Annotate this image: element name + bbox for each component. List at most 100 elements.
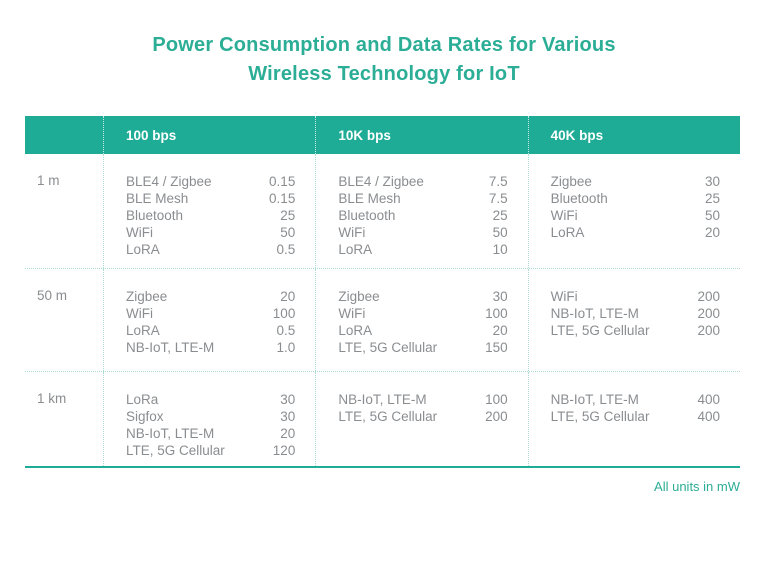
tech-value: 30 bbox=[704, 174, 720, 189]
tech-entry: LoRA 20 bbox=[551, 224, 720, 241]
tech-name: Bluetooth bbox=[126, 208, 184, 223]
tech-value: 100 bbox=[485, 392, 508, 407]
cell-1km-40kbps: NB-IoT, LTE-M 400 LTE, 5G Cellular 400 bbox=[527, 372, 740, 466]
cell-1m-40kbps: Zigbee 30 Bluetooth 25 WiFi 50 LoRA 20 bbox=[527, 154, 740, 268]
tech-value: 50 bbox=[704, 208, 720, 223]
tech-name: Zigbee bbox=[338, 289, 380, 304]
page-title: Power Consumption and Data Rates for Var… bbox=[0, 31, 768, 89]
tech-name: BLE4 / Zigbee bbox=[126, 174, 212, 189]
table-header-row: 100 bps 10K bps 40K bps bbox=[25, 116, 740, 154]
column-header-100bps: 100 bps bbox=[103, 116, 315, 154]
tech-value: 1.0 bbox=[276, 340, 296, 355]
tech-entry: LoRA 0.5 bbox=[126, 241, 295, 258]
tech-value: 20 bbox=[280, 426, 296, 441]
tech-name: LTE, 5G Cellular bbox=[550, 409, 650, 424]
table-row-1m: 1 m BLE4 / Zigbee 0.15 BLE Mesh 0.15 Bluet… bbox=[25, 154, 740, 269]
tech-entry: WiFi 50 bbox=[126, 224, 295, 241]
tech-entry: BLE Mesh 7.5 bbox=[338, 190, 507, 207]
tech-value: 25 bbox=[704, 191, 720, 206]
tech-value: 30 bbox=[280, 392, 296, 407]
tech-name: LoRA bbox=[338, 242, 373, 257]
tech-entry: LTE, 5G Cellular 400 bbox=[551, 408, 720, 425]
infographic-page: Power Consumption and Data Rates for Var… bbox=[0, 31, 768, 574]
tech-entry: BLE4 / Zigbee 7.5 bbox=[338, 173, 507, 190]
page-title-line1: Power Consumption and Data Rates for Var… bbox=[152, 34, 616, 56]
tech-name: LoRA bbox=[338, 323, 373, 338]
tech-entry: LTE, 5G Cellular 200 bbox=[338, 408, 507, 425]
tech-entry: BLE4 / Zigbee 0.15 bbox=[126, 173, 295, 190]
tech-name: NB-IoT, LTE-M bbox=[338, 392, 427, 407]
tech-entry: WiFi 100 bbox=[338, 305, 507, 322]
tech-name: NB-IoT, LTE-M bbox=[126, 340, 215, 355]
tech-value: 100 bbox=[272, 306, 296, 321]
tech-entry: LTE, 5G Cellular 200 bbox=[551, 322, 720, 339]
tech-entry: NB-IoT, LTE-M 100 bbox=[338, 391, 507, 408]
tech-value: 150 bbox=[485, 340, 508, 355]
tech-value: 50 bbox=[492, 225, 508, 240]
tech-entry: LoRA 0.5 bbox=[126, 322, 295, 339]
tech-name: WiFi bbox=[550, 289, 578, 304]
tech-entry: Bluetooth 25 bbox=[551, 190, 720, 207]
cell-1m-100bps: BLE4 / Zigbee 0.15 BLE Mesh 0.15 Bluetooth… bbox=[103, 154, 315, 268]
tech-value: 200 bbox=[697, 323, 720, 338]
tech-value: 20 bbox=[280, 289, 296, 304]
tech-name: WiFi bbox=[338, 306, 366, 321]
tech-name: BLE Mesh bbox=[338, 191, 401, 206]
tech-value: 400 bbox=[697, 409, 720, 424]
tech-entry: Sigfox 30 bbox=[126, 408, 295, 425]
tech-entry: WiFi 100 bbox=[126, 305, 295, 322]
tech-name: WiFi bbox=[338, 225, 366, 240]
tech-entry: NB-IoT, LTE-M 20 bbox=[126, 425, 295, 442]
tech-entry: LoRa 30 bbox=[126, 391, 295, 408]
tech-value: 7.5 bbox=[488, 191, 508, 206]
page-title-line2: Wireless Technology for IoT bbox=[248, 63, 520, 85]
tech-value: 10 bbox=[492, 242, 508, 257]
tech-value: 25 bbox=[280, 208, 296, 223]
tech-value: 400 bbox=[697, 392, 720, 407]
tech-entry: Bluetooth 25 bbox=[126, 207, 295, 224]
cell-1km-10kbps: NB-IoT, LTE-M 100 LTE, 5G Cellular 200 bbox=[315, 372, 527, 466]
tech-name: WiFi bbox=[126, 225, 153, 240]
tech-value: 20 bbox=[704, 225, 720, 240]
tech-entry: LoRA 20 bbox=[338, 322, 507, 339]
tech-name: Zigbee bbox=[550, 174, 592, 189]
power-table: 100 bps 10K bps 40K bps 1 m BLE4 / Zigbe… bbox=[25, 116, 740, 468]
tech-name: BLE Mesh bbox=[126, 191, 189, 206]
tech-entry: BLE Mesh 0.15 bbox=[126, 190, 295, 207]
tech-name: LoRA bbox=[126, 242, 160, 257]
row-label-1m: 1 m bbox=[37, 173, 60, 188]
tech-entry: LTE, 5G Cellular 150 bbox=[338, 339, 507, 356]
tech-value: 30 bbox=[492, 289, 508, 304]
tech-name: NB-IoT, LTE-M bbox=[550, 306, 639, 321]
table-row-1km: 1 km LoRa 30 Sigfox 30 NB-IoT, LTE-M 20 LTE… bbox=[25, 372, 740, 468]
tech-entry: Zigbee 30 bbox=[551, 173, 720, 190]
tech-value: 0.15 bbox=[269, 191, 296, 206]
tech-value: 200 bbox=[697, 289, 720, 304]
column-header-10kbps: 10K bps bbox=[315, 116, 527, 154]
tech-value: 25 bbox=[492, 208, 508, 223]
tech-name: Zigbee bbox=[126, 289, 168, 304]
tech-entry: Zigbee 30 bbox=[338, 288, 507, 305]
tech-name: WiFi bbox=[126, 306, 153, 321]
tech-entry: Bluetooth 25 bbox=[338, 207, 507, 224]
tech-name: WiFi bbox=[550, 208, 578, 223]
tech-entry: WiFi 50 bbox=[551, 207, 720, 224]
tech-entry: LTE, 5G Cellular 120 bbox=[126, 442, 295, 459]
tech-name: Bluetooth bbox=[338, 208, 396, 223]
tech-value: 0.5 bbox=[276, 242, 296, 257]
tech-name: LoRa bbox=[126, 392, 159, 407]
tech-value: 100 bbox=[485, 306, 508, 321]
tech-entry: WiFi 200 bbox=[551, 288, 720, 305]
tech-name: BLE4 / Zigbee bbox=[338, 174, 424, 189]
tech-entry: Zigbee 20 bbox=[126, 288, 295, 305]
tech-value: 0.15 bbox=[269, 174, 296, 189]
cell-1km-100bps: LoRa 30 Sigfox 30 NB-IoT, LTE-M 20 LTE, 5G … bbox=[103, 372, 315, 466]
row-label-50m: 50 m bbox=[37, 288, 68, 303]
tech-value: 200 bbox=[697, 306, 720, 321]
tech-entry: NB-IoT, LTE-M 400 bbox=[551, 391, 720, 408]
tech-entry: LoRA 10 bbox=[338, 241, 507, 258]
cell-50m-100bps: Zigbee 20 WiFi 100 LoRA 0.5 NB-IoT, LTE-M 1.… bbox=[103, 269, 315, 371]
tech-value: 120 bbox=[272, 443, 296, 458]
tech-name: LoRA bbox=[550, 225, 585, 240]
units-note: All units in mW bbox=[654, 479, 740, 494]
